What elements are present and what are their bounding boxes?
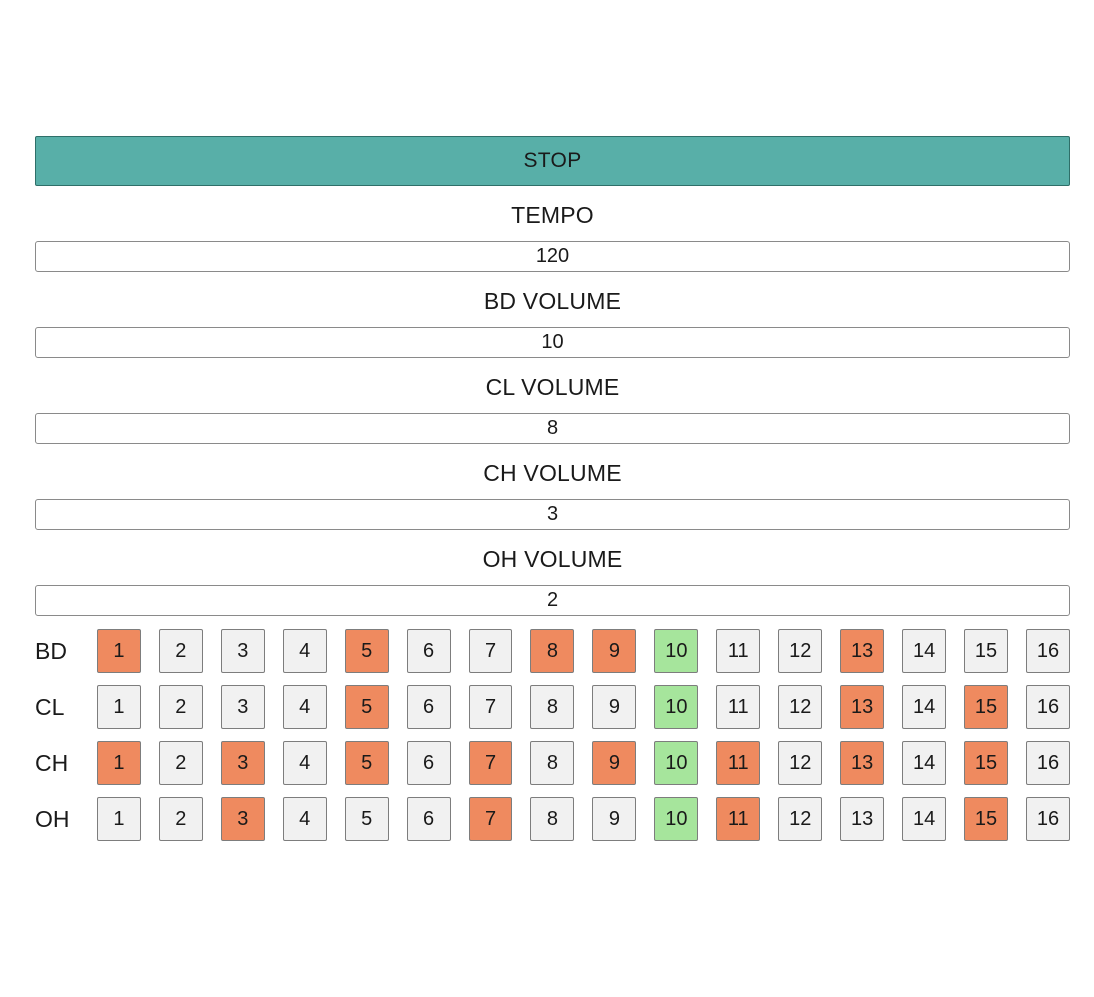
step-button[interactable]: 10 — [654, 797, 699, 841]
ch-volume-control: CH VOLUME — [35, 444, 1070, 530]
step-button[interactable]: 14 — [902, 797, 947, 841]
step-button[interactable]: 2 — [158, 797, 203, 841]
step-button[interactable]: 1 — [96, 741, 141, 785]
step-button[interactable]: 8 — [530, 741, 575, 785]
track-row-ch: CH 1 2 3 4 5 6 7 8 9 10 11 12 13 14 15 16 — [35, 741, 1070, 785]
tempo-label: TEMPO — [511, 202, 594, 228]
step-button[interactable]: 10 — [654, 629, 699, 673]
step-button[interactable]: 11 — [716, 629, 761, 673]
step-button[interactable]: 13 — [840, 741, 885, 785]
bd-volume-control: BD VOLUME — [35, 272, 1070, 358]
step-button[interactable]: 6 — [406, 797, 451, 841]
track-label: OH — [35, 806, 70, 832]
oh-volume-input[interactable] — [35, 585, 1070, 616]
track-row-oh: OH 1 2 3 4 5 6 7 8 9 10 11 12 13 14 15 16 — [35, 797, 1070, 841]
bd-volume-input[interactable] — [35, 327, 1070, 358]
step-button[interactable]: 9 — [592, 629, 637, 673]
step-button[interactable]: 9 — [592, 797, 637, 841]
step-button[interactable]: 7 — [468, 741, 513, 785]
step-button[interactable]: 5 — [344, 741, 389, 785]
step-button[interactable]: 8 — [530, 685, 575, 729]
step-button[interactable]: 7 — [468, 685, 513, 729]
ch-volume-label: CH VOLUME — [483, 460, 622, 486]
step-button[interactable]: 13 — [840, 797, 885, 841]
step-button[interactable]: 5 — [344, 797, 389, 841]
step-button[interactable]: 6 — [406, 685, 451, 729]
step-button[interactable]: 16 — [1025, 629, 1070, 673]
step-button[interactable]: 13 — [840, 685, 885, 729]
step-button[interactable]: 12 — [778, 797, 823, 841]
step-button[interactable]: 12 — [778, 685, 823, 729]
step-button[interactable]: 12 — [778, 629, 823, 673]
step-button[interactable]: 7 — [468, 797, 513, 841]
step-button[interactable]: 13 — [840, 629, 885, 673]
step-button[interactable]: 4 — [282, 685, 327, 729]
stop-button[interactable]: STOP — [35, 136, 1070, 186]
track-label: CH — [35, 750, 69, 776]
step-button[interactable]: 11 — [716, 797, 761, 841]
step-button[interactable]: 2 — [158, 741, 203, 785]
cl-volume-control: CL VOLUME — [35, 358, 1070, 444]
tempo-input[interactable] — [35, 241, 1070, 272]
step-button[interactable]: 14 — [902, 629, 947, 673]
step-button[interactable]: 3 — [220, 685, 265, 729]
step-button[interactable]: 11 — [716, 685, 761, 729]
step-button[interactable]: 8 — [530, 797, 575, 841]
drum-machine: STOP TEMPO BD VOLUME CL VOLUME CH VOLUME… — [35, 136, 1070, 853]
step-button[interactable]: 6 — [406, 741, 451, 785]
step-button[interactable]: 4 — [282, 797, 327, 841]
step-button[interactable]: 15 — [964, 685, 1008, 729]
step-button[interactable]: 11 — [716, 741, 761, 785]
oh-volume-label: OH VOLUME — [482, 546, 623, 572]
step-button[interactable]: 16 — [1025, 685, 1070, 729]
step-button[interactable]: 5 — [344, 685, 389, 729]
track-row-bd: BD 1 2 3 4 5 6 7 8 9 10 11 12 13 14 15 16 — [35, 629, 1070, 673]
track-label: BD — [35, 638, 67, 664]
step-button[interactable]: 2 — [158, 685, 203, 729]
step-button[interactable]: 10 — [654, 685, 699, 729]
step-button[interactable]: 16 — [1025, 741, 1070, 785]
step-button[interactable]: 14 — [902, 741, 947, 785]
cl-volume-input[interactable] — [35, 413, 1070, 444]
step-button[interactable]: 12 — [778, 741, 823, 785]
step-button[interactable]: 1 — [96, 797, 141, 841]
step-button[interactable]: 8 — [530, 629, 575, 673]
step-button[interactable]: 16 — [1025, 797, 1070, 841]
step-button[interactable]: 3 — [220, 629, 265, 673]
ch-volume-input[interactable] — [35, 499, 1070, 530]
step-button[interactable]: 3 — [220, 741, 265, 785]
step-button[interactable]: 14 — [902, 685, 947, 729]
step-button[interactable]: 5 — [344, 629, 389, 673]
step-button[interactable]: 2 — [158, 629, 203, 673]
step-button[interactable]: 15 — [964, 741, 1008, 785]
step-button[interactable]: 9 — [592, 741, 637, 785]
oh-volume-control: OH VOLUME — [35, 530, 1070, 616]
tempo-control: TEMPO — [35, 186, 1070, 272]
step-button[interactable]: 7 — [468, 629, 513, 673]
track-row-cl: CL 1 2 3 4 5 6 7 8 9 10 11 12 13 14 15 16 — [35, 685, 1070, 729]
step-button[interactable]: 4 — [282, 741, 327, 785]
step-button[interactable]: 3 — [220, 797, 265, 841]
step-button[interactable]: 15 — [964, 797, 1008, 841]
step-button[interactable]: 6 — [406, 629, 451, 673]
step-button[interactable]: 1 — [96, 629, 141, 673]
step-button[interactable]: 9 — [592, 685, 637, 729]
step-button[interactable]: 15 — [964, 629, 1008, 673]
cl-volume-label: CL VOLUME — [485, 374, 620, 400]
step-button[interactable]: 4 — [282, 629, 327, 673]
track-label: CL — [35, 694, 65, 720]
step-button[interactable]: 10 — [654, 741, 699, 785]
bd-volume-label: BD VOLUME — [483, 288, 622, 314]
step-sequencer-grid: BD 1 2 3 4 5 6 7 8 9 10 11 12 13 14 15 16 CL 1 2 3 4 5 6 7 8 9 10 11… — [35, 629, 1070, 841]
step-button[interactable]: 1 — [96, 685, 141, 729]
